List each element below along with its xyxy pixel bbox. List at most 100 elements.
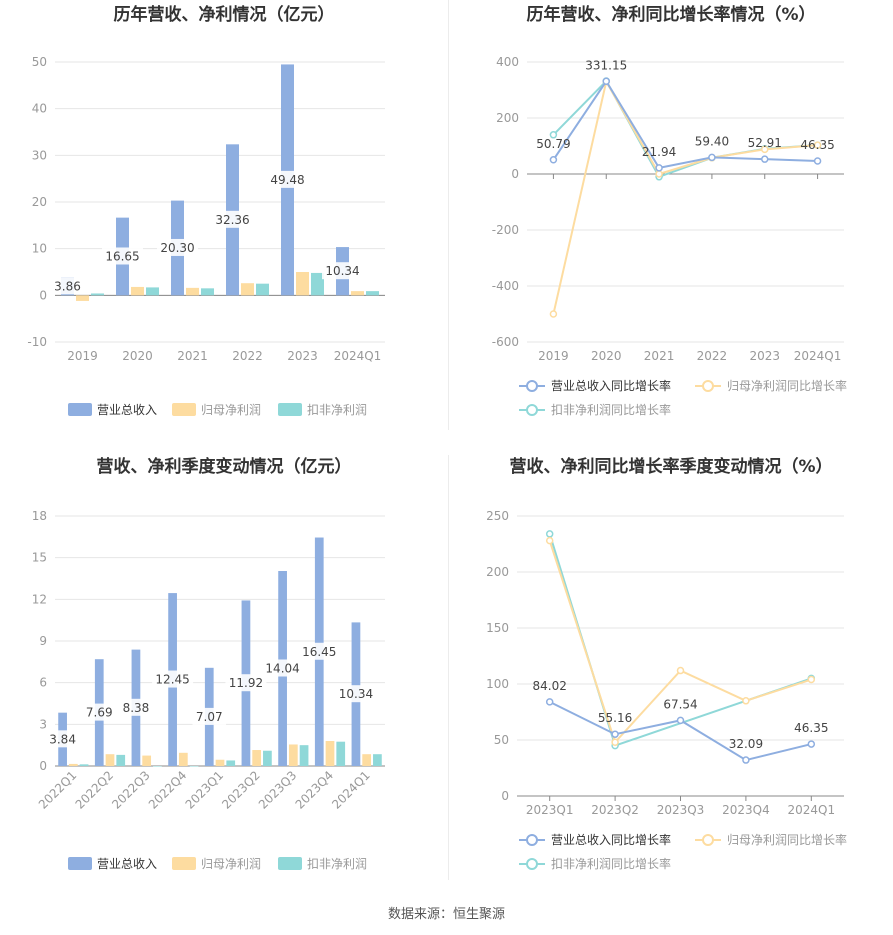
- x-tick-label: 2023Q1: [183, 768, 227, 812]
- x-tick-label: 2022: [697, 349, 728, 363]
- x-tick-label: 2022: [232, 349, 263, 363]
- bar-deducted-profit: [189, 766, 199, 767]
- bar-deducted-profit: [311, 272, 324, 296]
- x-tick-label: 2023Q4: [293, 768, 337, 812]
- line-revenue: [552, 79, 818, 169]
- bar-net-profit: [252, 750, 262, 766]
- y-tick-label: 250: [486, 509, 509, 523]
- data-label-bg: [82, 703, 117, 721]
- x-tick-label: 2024Q1: [329, 768, 373, 812]
- point-deducted-profit: [549, 131, 558, 139]
- point-revenue: [602, 77, 610, 86]
- vertical-divider-bottom: [448, 455, 449, 880]
- data-label-bg: [119, 698, 153, 716]
- x-tick-label: 2023Q3: [657, 803, 705, 817]
- legend-label: 营业总收入同比增长率: [551, 832, 671, 847]
- legend-label: 扣非净利润: [307, 403, 367, 417]
- data-label: 3.86: [54, 279, 81, 293]
- bar-deducted-profit: [336, 741, 346, 766]
- point-net-profit: [676, 666, 685, 675]
- x-tick-label: 2019: [67, 349, 98, 363]
- quarterly-growth-rate-chart: 营收、净利同比增长率季度变动情况（%） 0 50 100 150 200 250 2023Q1…: [486, 456, 847, 871]
- x-tick-label: 2022Q3: [109, 768, 153, 812]
- y-tick-label: 0: [39, 759, 47, 773]
- point-net-profit: [545, 536, 554, 545]
- data-label: 12.45: [155, 673, 189, 687]
- legend-label: 扣非净利润同比增长率: [551, 856, 671, 871]
- bar-net-profit: [131, 286, 144, 296]
- data-label: 7.07: [196, 710, 223, 724]
- bar-net-profit: [68, 763, 78, 766]
- data-label: 21.94: [642, 145, 676, 159]
- data-label: 10.34: [325, 264, 359, 278]
- legend-label: 归母净利润同比增长率: [727, 378, 847, 393]
- data-label-bg: [102, 247, 143, 265]
- x-tick-label: 2023Q2: [219, 768, 263, 812]
- data-label-bg: [335, 685, 377, 703]
- bar-net-profit: [241, 283, 254, 296]
- data-label-bg: [152, 670, 194, 688]
- legend-swatch: [278, 403, 302, 416]
- x-tick-label: 2021: [177, 349, 208, 363]
- bar-deducted-profit: [91, 293, 104, 296]
- quarterly-revenue-profit-chart: 营收、净利季度变动情况（亿元）03691215182022Q12022Q2202…: [32, 456, 385, 871]
- data-label-bg: [50, 277, 85, 295]
- data-label: 46.35: [794, 721, 828, 735]
- y-tick-label: 18: [32, 509, 47, 523]
- data-label: 46.35: [800, 138, 834, 152]
- y-tick-label: 0: [501, 789, 509, 803]
- legend-label: 营业总收入同比增长率: [551, 378, 671, 393]
- y-tick-label: 9: [39, 634, 47, 648]
- point-deducted-profit: [545, 530, 554, 538]
- y-tick-label: 50: [494, 733, 509, 747]
- y-tick-label: 20: [32, 195, 47, 209]
- bar-deducted-profit: [116, 754, 126, 766]
- point-revenue: [611, 730, 619, 738]
- y-tick-label: 3: [39, 717, 47, 731]
- x-tick-label: 2024Q1: [334, 349, 382, 363]
- y-tick-label: 0: [39, 288, 47, 302]
- legend-swatch-marker: [526, 858, 538, 870]
- point-revenue: [761, 155, 769, 163]
- vertical-divider-top: [448, 0, 449, 430]
- data-label-bg: [322, 262, 363, 280]
- y-tick-label: 150: [486, 621, 509, 635]
- chart-title: 营收、净利季度变动情况（亿元）: [97, 456, 352, 477]
- x-tick-label: 2023Q2: [591, 803, 639, 817]
- x-tick-label: 2021: [644, 349, 675, 363]
- bar-deducted-profit: [79, 764, 89, 766]
- data-label: 32.36: [215, 213, 249, 227]
- point-net-profit: [655, 170, 663, 178]
- annual-growth-rate-chart: 历年营收、净利同比增长率情况（%） -600 -400 -200 0 200 400 2019…: [492, 4, 847, 417]
- bar-net-profit: [215, 759, 225, 766]
- y-tick-label: 100: [486, 677, 509, 691]
- bar-deducted-profit: [256, 283, 269, 296]
- legend-swatch: [172, 403, 196, 416]
- y-tick-label: 40: [32, 102, 47, 116]
- bar-net-profit: [178, 752, 188, 766]
- data-label-bg: [262, 659, 304, 677]
- point-revenue: [545, 698, 554, 706]
- data-label: 11.92: [229, 676, 263, 690]
- y-tick-label: 0: [511, 167, 519, 181]
- bar-deducted-profit: [299, 745, 309, 766]
- bar-net-profit: [142, 755, 152, 766]
- legend-label: 归母净利润: [201, 857, 261, 871]
- bar-deducted-profit: [366, 291, 379, 296]
- line-deducted-profit: [548, 533, 812, 747]
- data-label-bg: [192, 707, 227, 725]
- x-tick-label: 2023Q3: [256, 768, 300, 812]
- point-net-profit: [761, 145, 769, 154]
- bar-net-profit: [296, 272, 309, 296]
- data-label: 32.09: [729, 737, 763, 751]
- y-tick-label: 400: [496, 55, 519, 69]
- y-tick-label: -600: [492, 335, 519, 349]
- data-label-bg: [225, 674, 267, 692]
- bar-deducted-profit: [153, 766, 162, 767]
- legend-swatch: [172, 857, 196, 870]
- data-label: 3.84: [49, 732, 76, 746]
- x-tick-label: 2020: [591, 349, 622, 363]
- data-label: 16.65: [105, 249, 139, 263]
- x-tick-label: 2023Q4: [722, 803, 770, 817]
- legend-swatch-marker: [526, 834, 538, 846]
